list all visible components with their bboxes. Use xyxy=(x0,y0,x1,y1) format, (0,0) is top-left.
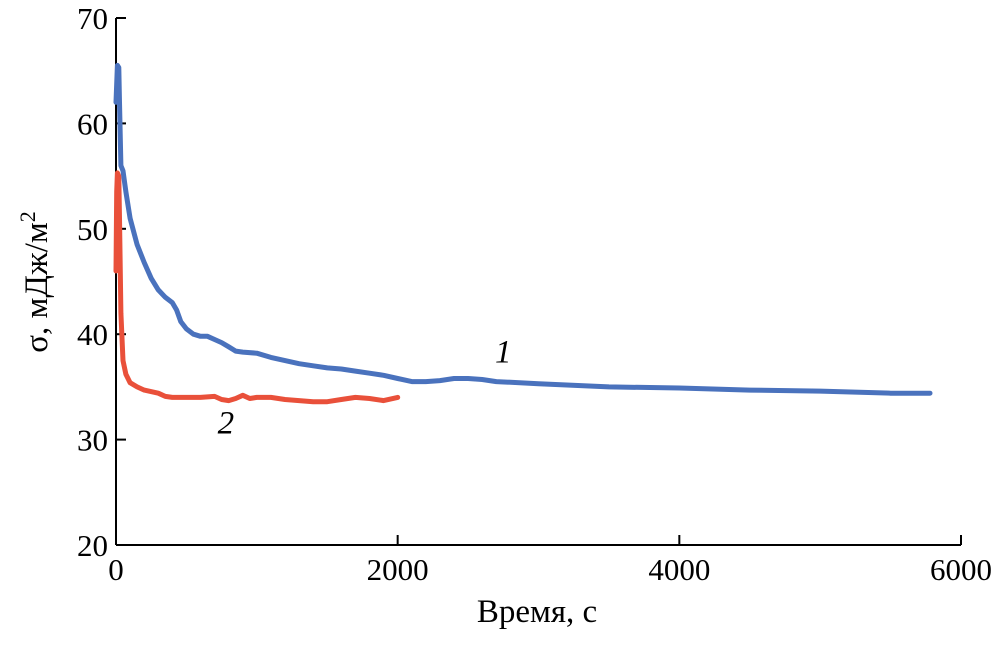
y-axis-title-main: σ, мДж/м xyxy=(19,222,55,353)
y-tick-label: 70 xyxy=(77,1,108,36)
series-line-2 xyxy=(113,170,401,405)
series-lines xyxy=(113,62,933,405)
x-axis-title: Время, с xyxy=(477,594,597,630)
y-tick-label: 30 xyxy=(77,423,108,458)
series-labels: 12 xyxy=(218,335,512,442)
y-axis-title: σ, мДж/м2 xyxy=(15,211,55,353)
y-tick-label: 40 xyxy=(77,317,108,352)
y-tick-label: 50 xyxy=(77,212,108,247)
series-label-1: 1 xyxy=(495,335,512,371)
y-ticks: 20 30 40 50 60 70 xyxy=(77,1,126,563)
y-tick-label: 20 xyxy=(77,528,108,563)
y-axis-title-superscript: 2 xyxy=(15,211,40,222)
y-tick-label: 60 xyxy=(77,106,108,141)
axes xyxy=(115,18,961,546)
series-label-2: 2 xyxy=(218,405,235,441)
x-tick-label: 6000 xyxy=(930,552,992,587)
x-ticks: 0 2000 4000 6000 xyxy=(108,535,992,587)
series-line-1 xyxy=(113,62,933,396)
x-tick-label: 0 xyxy=(108,552,124,587)
x-tick-label: 2000 xyxy=(367,552,429,587)
x-tick-label: 4000 xyxy=(648,552,710,587)
